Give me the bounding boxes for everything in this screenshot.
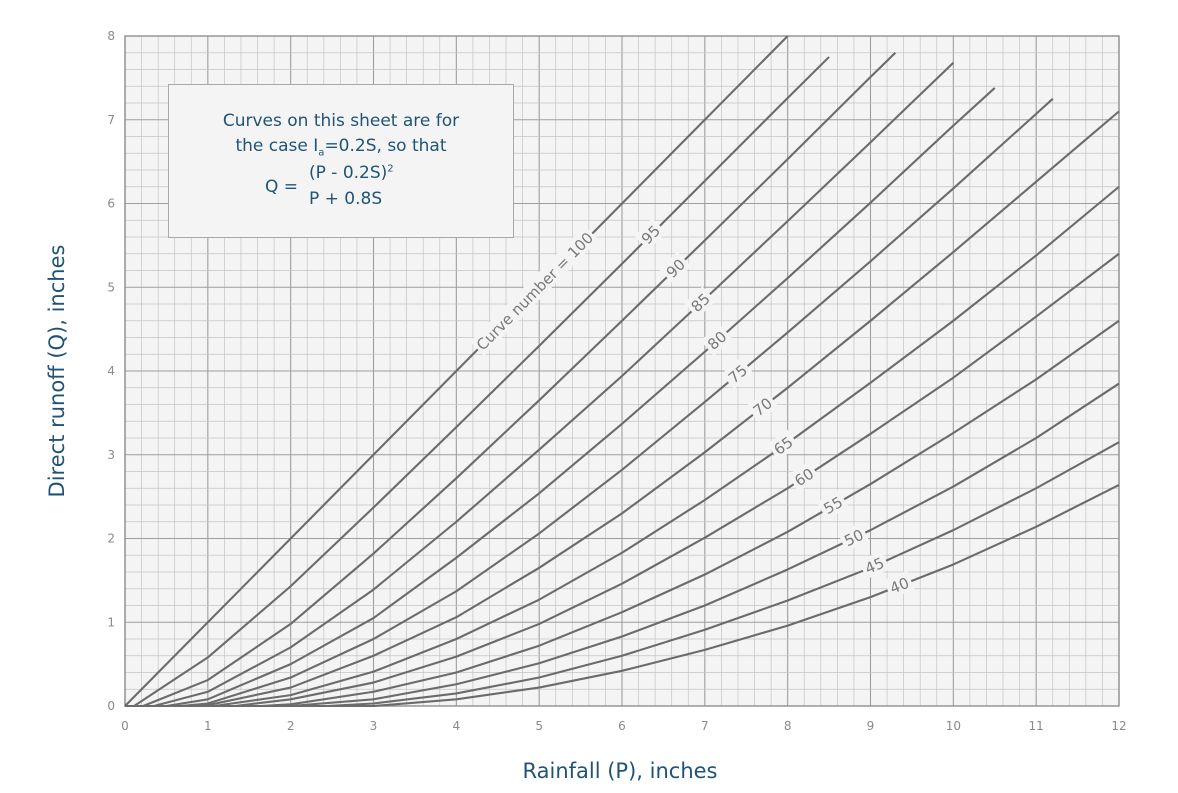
y-tick-label: 8 [107, 29, 115, 43]
grid [124, 35, 1120, 707]
series-line-cn-45 [125, 441, 1120, 708]
curve-label-bg [683, 286, 717, 319]
y-tick-label: 3 [107, 448, 115, 462]
series-line-cn-80 [125, 87, 996, 708]
series-lines [124, 35, 1120, 708]
y-tick-label: 6 [107, 197, 115, 211]
x-tick-label: 3 [370, 719, 378, 733]
curve-label-bg [746, 390, 779, 422]
equation-numerator-base: (P - 0.2S) [309, 163, 388, 183]
curve-label-bg [858, 550, 890, 580]
curve-label-bg [837, 522, 870, 552]
x-tick-label: 7 [701, 719, 709, 733]
series-line-cn-95 [125, 56, 830, 708]
series-line-cn-40 [125, 483, 1120, 708]
series-line-cn-85 [125, 62, 955, 708]
x-tick-label: 9 [867, 719, 875, 733]
y-tick-label: 5 [107, 280, 115, 294]
x-tick-label: 11 [1029, 719, 1044, 733]
x-tick-label: 6 [618, 719, 626, 733]
curve-label-bg [659, 251, 692, 284]
x-tick-label: 10 [946, 719, 961, 733]
plot-frame [124, 35, 1120, 707]
y-tick-label: 4 [107, 364, 115, 378]
x-tick-label: 8 [784, 719, 792, 733]
series-line-cn-70 [125, 110, 1120, 708]
equation-numerator-exponent: 2 [387, 163, 394, 175]
note-line-2-sub: a [318, 147, 325, 159]
equation-numerator: (P - 0.2S)2 [309, 163, 394, 183]
equation-lhs: Q = [265, 177, 299, 197]
curve-label-bg [883, 570, 915, 599]
series-line-cn-65 [125, 185, 1120, 708]
y-tick-label: 7 [107, 113, 115, 127]
series-line-cn-90 [125, 51, 897, 708]
curve-label-bg [816, 489, 849, 520]
curve-label-bg [469, 225, 599, 356]
series-line-cn-60 [125, 252, 1120, 708]
x-axis-title: Rainfall (P), inches [522, 759, 717, 783]
x-tick-label: 2 [287, 719, 295, 733]
y-tick-label: 2 [107, 532, 115, 546]
curve-label-cn-40: 40 [887, 574, 911, 598]
series-line-cn-50 [125, 382, 1120, 708]
curve-label-bg [721, 357, 754, 390]
x-tick-label: 5 [535, 719, 543, 733]
y-tick-label: 0 [107, 699, 115, 713]
y-axis-title: Direct runoff (Q), inches [45, 245, 69, 498]
note-line-2: the case Ia=0.2S, so that [169, 136, 513, 158]
note-line-2-suffix: =0.2S, so that [324, 136, 447, 156]
series-line-cn-75 [125, 98, 1054, 708]
note-line-1: Curves on this sheet are for [222, 111, 460, 131]
curve-label-group: 40 [883, 570, 915, 599]
curve-label-bg [787, 461, 820, 492]
x-tick-label: 0 [121, 719, 129, 733]
formula-note-box: Curves on this sheet are for the case Ia… [168, 84, 514, 238]
runoff-equation: Q = (P - 0.2S)2 P + 0.8S [265, 163, 425, 219]
equation-denominator: P + 0.8S [309, 189, 383, 209]
series-line-cn-100 [124, 35, 789, 707]
x-tick-label: 4 [453, 719, 461, 733]
note-line-2-prefix: the case I [235, 136, 319, 156]
curve-label-bg [634, 218, 667, 251]
x-tick-label: 12 [1111, 719, 1126, 733]
x-tick-label: 1 [204, 719, 212, 733]
curve-label-bg [700, 324, 733, 356]
y-tick-label: 1 [107, 615, 115, 629]
curve-label-bg [766, 429, 800, 461]
series-line-cn-55 [125, 319, 1120, 708]
